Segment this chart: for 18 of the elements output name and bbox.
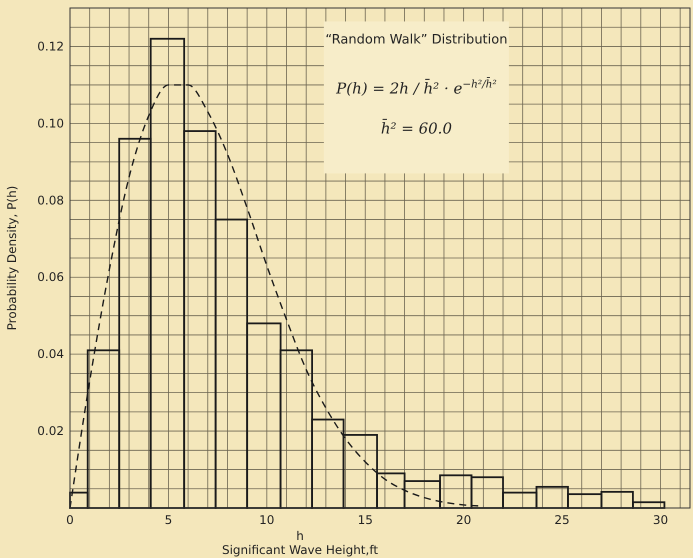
annotation: “Random Walk” Distribution — [325, 32, 508, 48]
annotation: h̄² = 60.0 — [380, 118, 452, 138]
y-tick-label: 0.04 — [37, 347, 64, 362]
x-tick-label: 15 — [358, 513, 373, 527]
y-tick-label: 0.08 — [37, 193, 64, 208]
y-tick-label: 0.06 — [37, 270, 64, 284]
x-axis-title: h Significant Wave Height,ft — [222, 529, 378, 557]
x-tick-label: 20 — [456, 513, 472, 527]
y-tick-label: 0.02 — [37, 424, 64, 438]
x-tick-label: 5 — [164, 513, 172, 527]
x-tick-label: 0 — [66, 513, 74, 527]
x-tick-label: 30 — [652, 513, 668, 527]
y-tick-label: 0.10 — [37, 116, 64, 130]
x-tick-label: 10 — [259, 513, 274, 527]
x-tick-label: 25 — [554, 513, 570, 527]
y-tick-label: 0.12 — [37, 39, 64, 54]
annotation: P(h) = 2h / h̄² · e$^{−h²/h̄²}$ — [335, 77, 497, 98]
y-axis-title: Probability Density, P(h) — [5, 186, 19, 330]
